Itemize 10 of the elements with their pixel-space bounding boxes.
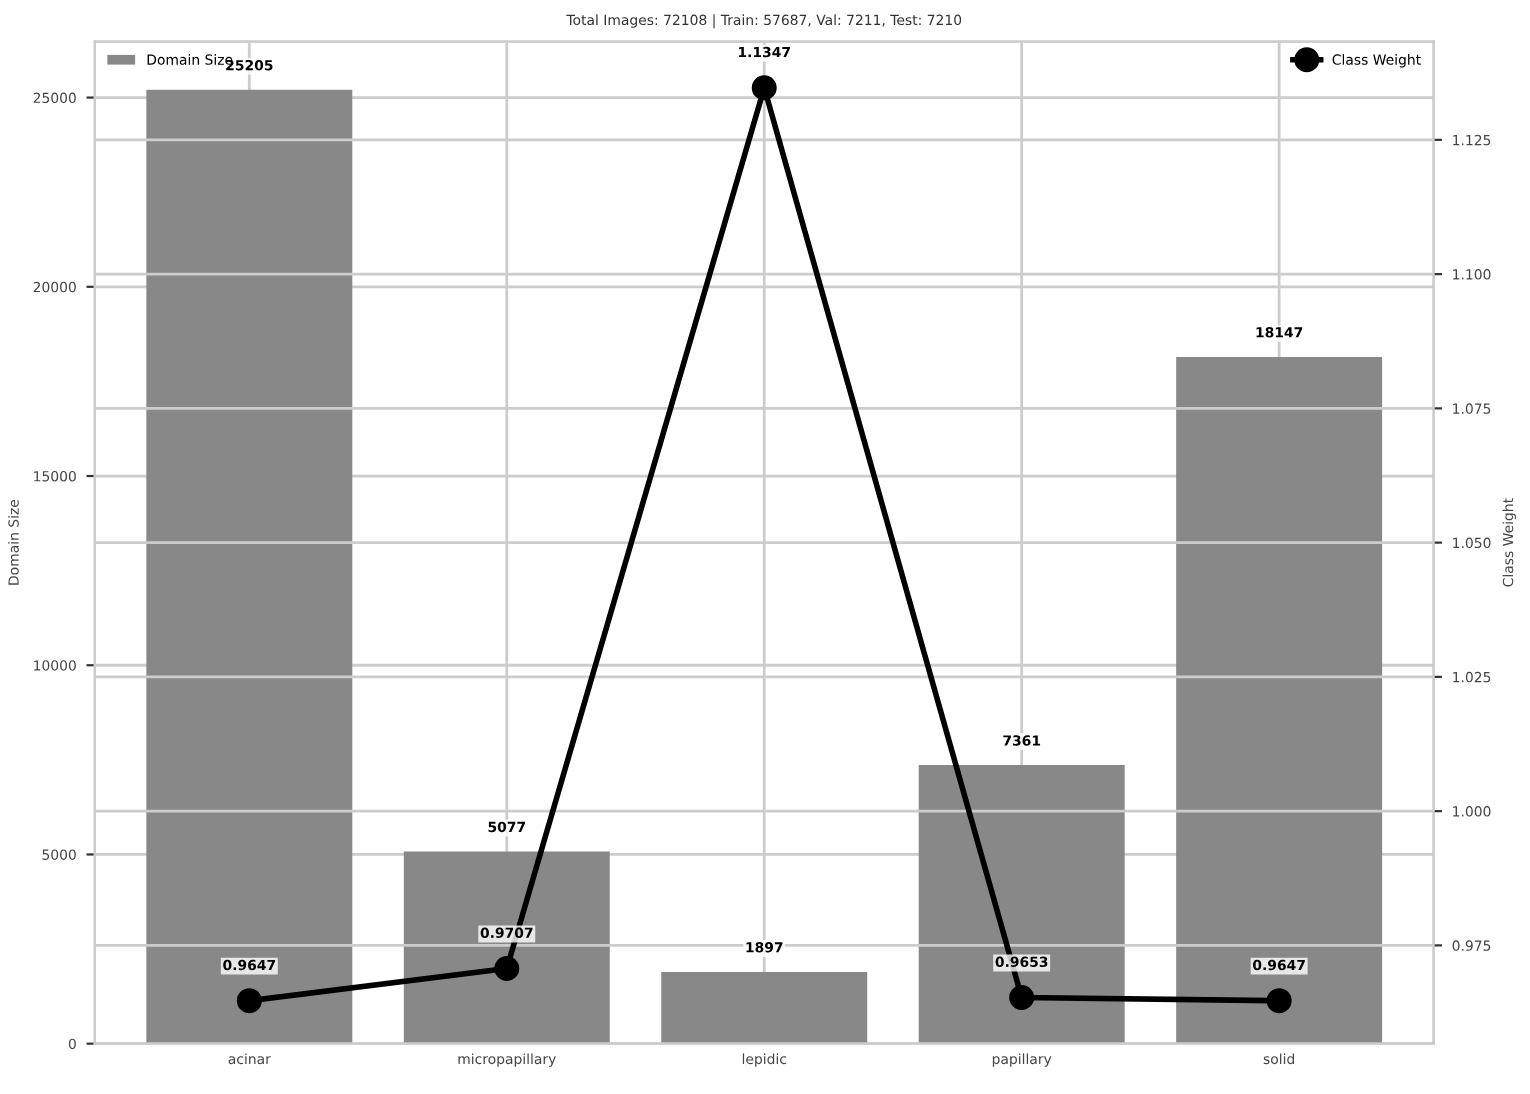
bar xyxy=(146,89,353,1044)
point xyxy=(494,955,520,981)
bar xyxy=(918,765,1125,1044)
point xyxy=(1266,988,1292,1014)
bar xyxy=(403,851,610,1044)
point xyxy=(751,75,777,101)
bar xyxy=(661,971,868,1044)
point xyxy=(1009,984,1035,1010)
bar xyxy=(1176,356,1383,1044)
point xyxy=(236,988,262,1014)
